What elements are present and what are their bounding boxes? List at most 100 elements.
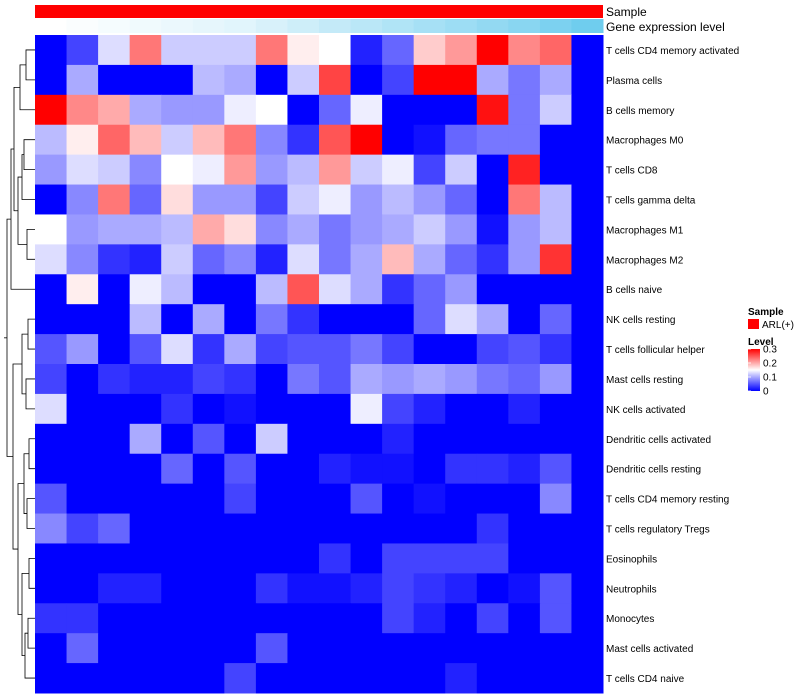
heatmap-cell — [66, 154, 99, 186]
heatmap-cell — [35, 393, 68, 425]
heatmap-cell — [476, 35, 509, 66]
row-label: Dendritic cells resting — [606, 465, 701, 476]
heatmap-cell — [35, 274, 68, 305]
heatmap-cell — [445, 483, 478, 515]
heatmap-cell — [413, 393, 446, 425]
heatmap-cell — [539, 573, 572, 604]
heatmap-cell — [98, 274, 131, 305]
heatmap-cell — [413, 214, 446, 245]
heatmap-cell — [129, 603, 162, 634]
heatmap-cell — [382, 633, 415, 664]
dendrogram-branch — [27, 318, 35, 350]
row-label: Dendritic cells activated — [606, 435, 711, 446]
heatmap-cell — [413, 244, 446, 275]
heatmap-cell — [129, 393, 162, 425]
heatmap-cell — [508, 663, 541, 694]
heatmap-cell — [129, 513, 162, 544]
legend: Sample ARL(+) Level 0.3 0.2 0.1 0 — [748, 307, 794, 398]
heatmap-cell — [161, 184, 194, 215]
heatmap-cell — [161, 483, 194, 515]
heatmap-cell — [255, 304, 288, 335]
heatmap-cell — [66, 483, 99, 515]
heatmap-cell — [129, 543, 162, 574]
heatmap-cell — [350, 633, 383, 664]
heatmap-cell — [539, 543, 572, 574]
heatmap-cell — [413, 184, 446, 215]
heatmap-cell — [129, 633, 162, 664]
annotation-expression-cell — [350, 19, 383, 33]
heatmap-cell — [35, 603, 68, 634]
heatmap-cell — [98, 423, 131, 455]
heatmap-cell — [382, 64, 415, 96]
heatmap-cell — [287, 94, 320, 126]
row-label: T cells CD4 naive — [606, 674, 685, 685]
heatmap-cell — [476, 274, 509, 305]
heatmap-cell — [445, 304, 478, 335]
heatmap-cell — [350, 94, 383, 126]
heatmap-cell — [255, 154, 288, 186]
heatmap-cell — [445, 334, 478, 365]
heatmap-cell — [98, 483, 131, 515]
heatmap-cell — [382, 274, 415, 305]
row-label: Plasma cells — [606, 76, 662, 87]
heatmap-cell — [66, 453, 99, 485]
heatmap-cell — [508, 423, 541, 455]
row-label: T cells regulatory Tregs — [606, 525, 710, 536]
heatmap-cell — [413, 633, 446, 664]
heatmap-cell — [539, 214, 572, 245]
dendrogram-branch — [6, 218, 13, 457]
row-label: Macrophages M2 — [606, 255, 684, 266]
heatmap-cell — [508, 214, 541, 245]
heatmap-cell — [413, 334, 446, 365]
annotation-expression-cell — [382, 19, 415, 33]
heatmap-cell — [382, 334, 415, 365]
heatmap-cell — [161, 513, 194, 544]
heatmap-cell — [287, 154, 320, 186]
heatmap-cell — [350, 304, 383, 335]
heatmap-cell — [445, 364, 478, 395]
heatmap-cell — [287, 35, 320, 66]
heatmap-cell — [287, 483, 320, 515]
legend-tick-label: 0 — [763, 387, 769, 398]
heatmap-cell — [192, 573, 225, 604]
heatmap-cell — [350, 214, 383, 245]
heatmap-cell — [539, 35, 572, 66]
heatmap-cell — [66, 633, 99, 664]
heatmap-cell — [192, 663, 225, 694]
heatmap-cell — [508, 154, 541, 186]
heatmap-cell — [413, 364, 446, 395]
heatmap-cell — [35, 124, 68, 156]
heatmap-cell — [413, 124, 446, 156]
heatmap-cell — [98, 124, 131, 156]
heatmap-cell — [192, 35, 225, 66]
heatmap-cell — [98, 393, 131, 425]
dendrogram-branch — [26, 229, 35, 260]
heatmap-cell — [350, 543, 383, 574]
heatmap-cell — [445, 453, 478, 485]
heatmap-cell — [287, 453, 320, 485]
heatmap-cell — [224, 423, 257, 455]
heatmap-cell — [476, 364, 509, 395]
heatmap-cell — [445, 393, 478, 425]
heatmap-cell — [382, 423, 415, 455]
heatmap-cell — [445, 35, 478, 66]
heatmap-cell — [161, 633, 194, 664]
dendrogram-branch — [17, 483, 24, 615]
heatmap-cell — [319, 513, 352, 544]
heatmap-cell — [413, 274, 446, 305]
heatmap-cell — [445, 633, 478, 664]
heatmap-cell — [350, 274, 383, 305]
heatmap-cell — [161, 603, 194, 634]
annotation-label-sample: Sample — [606, 5, 647, 19]
legend-level-title: Level — [748, 337, 774, 348]
heatmap-cell — [129, 35, 162, 66]
heatmap-cell — [445, 244, 478, 275]
heatmap-cell — [445, 94, 478, 126]
heatmap-cell — [508, 124, 541, 156]
heatmap-cell — [571, 423, 604, 455]
heatmap-cell — [476, 94, 509, 126]
heatmap-cell — [224, 35, 257, 66]
heatmap-cell — [129, 154, 162, 186]
heatmap-cell — [66, 364, 99, 395]
heatmap-cell — [255, 633, 288, 664]
